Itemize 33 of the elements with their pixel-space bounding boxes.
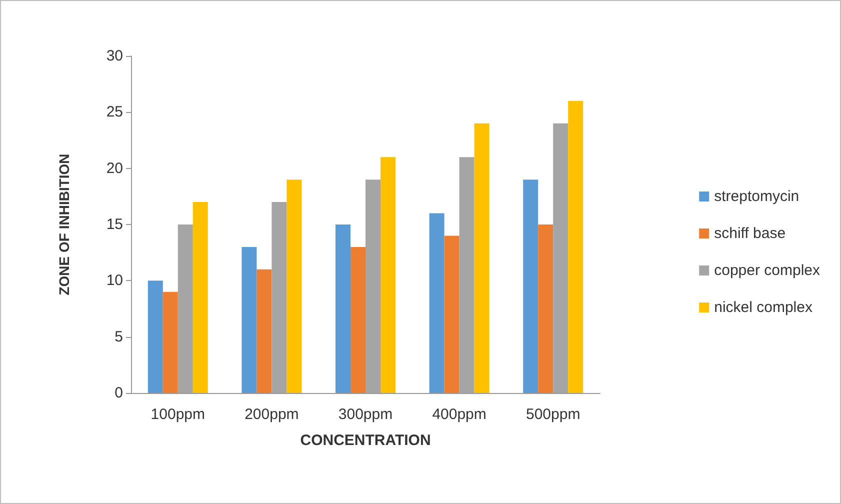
x-tick-label: 400ppm [432,406,486,423]
x-tick-label: 200ppm [244,406,299,423]
bar [350,246,366,393]
bar [523,180,538,393]
legend-label: schiff base [714,225,786,242]
bar [474,123,490,393]
x-axis-title: CONCENTRATION [300,432,431,449]
y-tick-label: 15 [106,216,123,233]
legend-label: nickel complex [714,299,813,316]
y-tick-label: 30 [106,48,123,64]
y-axis-title: ZONE OF INHIBITION [56,154,72,296]
bar [444,236,460,393]
y-tick-label: 25 [106,104,123,121]
x-tick-label: 100ppm [150,406,206,423]
x-tick-label: 300ppm [338,406,393,423]
bar [286,180,302,393]
x-tick-label: 500ppm [526,406,580,423]
bar [336,224,350,393]
legend-label: copper complex [714,262,820,279]
bar [148,280,163,393]
bar [192,202,208,393]
y-tick-label: 10 [106,272,123,290]
bar [242,246,257,393]
bar [429,213,444,393]
legend-label: streptomycin [714,188,800,205]
y-tick-label: 20 [106,160,123,177]
bar [538,224,554,393]
bar [380,157,396,393]
bar [162,292,178,393]
bar [568,100,584,393]
y-tick-label: 0 [114,384,123,402]
bar [256,269,272,393]
y-tick-label: 5 [114,328,123,346]
